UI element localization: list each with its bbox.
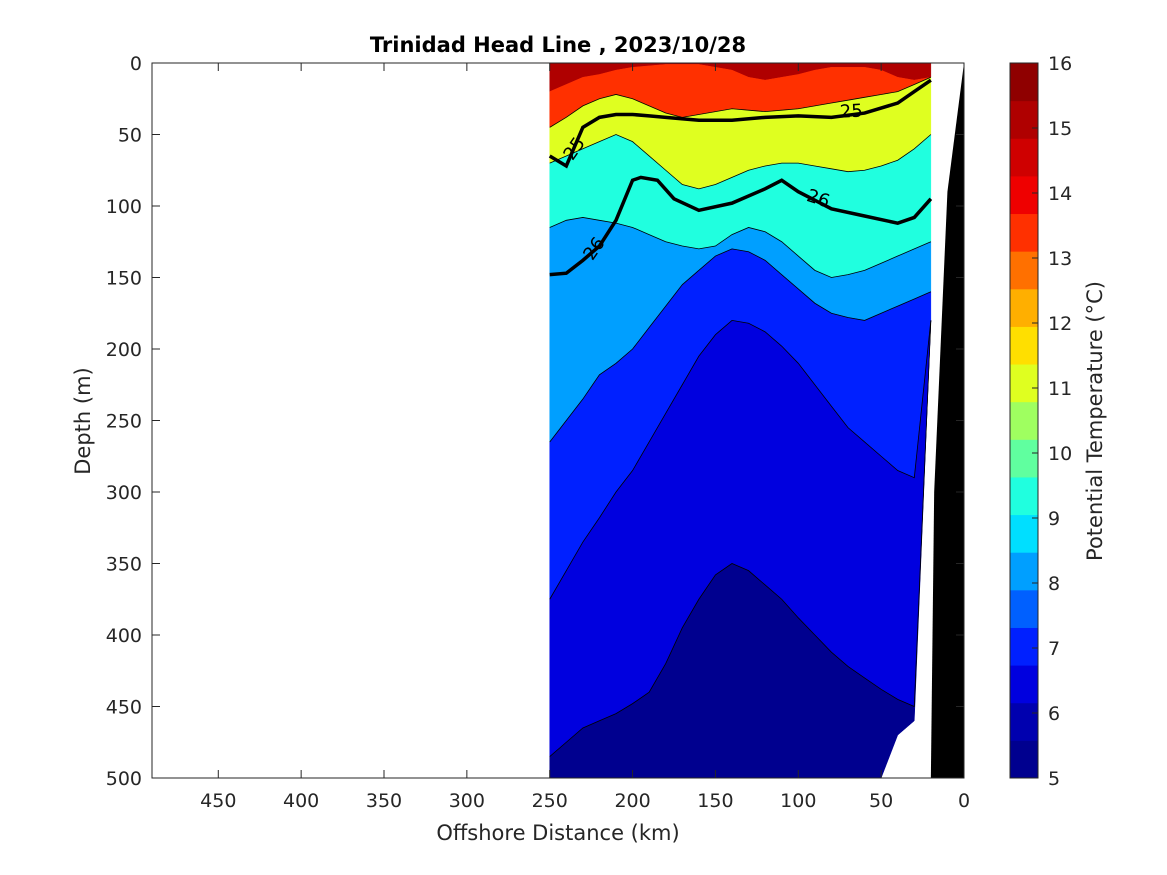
colorbar-segment-8 (1010, 439, 1038, 478)
y-tick-label-1: 50 (118, 125, 142, 147)
colorbar-tick-label-2: 7 (1048, 638, 1060, 660)
colorbar-segment-0 (1010, 740, 1038, 779)
colorbar-segment-10 (1010, 364, 1038, 403)
y-axis-label: Depth (m) (71, 367, 95, 474)
colorbar-tick-label-1: 6 (1048, 703, 1060, 725)
colorbar-segment-12 (1010, 288, 1038, 327)
colorbar-segment-16 (1010, 138, 1038, 177)
colorbar-label: Potential Temperature (°C) (1083, 281, 1107, 561)
isotherm-line-t8 (549, 248, 932, 443)
colorbar-tick-label-4: 9 (1048, 508, 1060, 530)
colorbar-tick-label-8: 13 (1048, 248, 1072, 270)
y-tick-label-5: 250 (106, 411, 142, 433)
colorbar-tick-label-5: 10 (1048, 443, 1072, 465)
colorbar-segment-5 (1010, 552, 1038, 591)
isotherm-line-t7 (549, 319, 932, 600)
colorbar-segment-7 (1010, 476, 1038, 516)
colorbar-segment-17 (1010, 100, 1038, 139)
isopycnal-contours (548, 76, 933, 757)
colorbar-segment-18 (1010, 63, 1038, 102)
colorbar-segment-1 (1010, 702, 1038, 741)
y-axis-ticks: 0 50 100 150 200 250 300 350 400 450 500 (106, 53, 964, 790)
x-tick-label-6: 150 (697, 790, 733, 812)
x-tick-label-0: 450 (200, 790, 236, 812)
y-tick-label-10: 500 (106, 768, 142, 790)
colorbar-segment-2 (1010, 665, 1038, 704)
colorbar-tick-label-0: 5 (1048, 768, 1060, 790)
isotherm-line-t12 (549, 76, 932, 128)
x-tick-label-8: 50 (869, 790, 893, 812)
x-tick-label-3: 300 (449, 790, 485, 812)
x-tick-label-5: 200 (614, 790, 650, 812)
colorbar-segment-6 (1010, 514, 1038, 553)
x-axis-ticks: 450 400 350 300 250 200 150 100 50 0 (200, 63, 970, 812)
colorbar-frame (1009, 62, 1039, 779)
x-tick-label-2: 350 (366, 790, 402, 812)
x-tick-label-9: 0 (958, 790, 970, 812)
colorbar-tick-label-3: 8 (1048, 573, 1060, 595)
y-tick-label-9: 450 (106, 697, 142, 719)
x-tick-label-4: 250 (532, 790, 568, 812)
colorbar-segment-3 (1010, 627, 1038, 666)
bathymetry (930, 63, 964, 778)
colorbar-segment-13 (1010, 251, 1038, 290)
temperature-section (549, 63, 964, 778)
isotherm-line-t10 (549, 134, 932, 190)
y-tick-label-2: 100 (106, 196, 142, 218)
colorbar-tick-label-10: 15 (1048, 118, 1072, 140)
y-tick-label-8: 400 (106, 625, 142, 647)
colorbar-segment-14 (1010, 213, 1038, 252)
x-tick-label-7: 100 (780, 790, 816, 812)
contour-line-26 (549, 175, 933, 277)
x-tick-label-1: 400 (283, 790, 319, 812)
colorbar-tick-label-11: 16 (1048, 53, 1072, 75)
colorbar-tick-label-9: 14 (1048, 183, 1072, 205)
chart-title: Trinidad Head Line , 2023/10/28 (370, 33, 746, 57)
y-tick-label-4: 200 (106, 339, 142, 361)
y-tick-label-0: 0 (130, 53, 142, 75)
contour-line-25 (548, 78, 932, 169)
colorbar: 5 6 7 8 9 10 11 12 13 14 15 16 (1009, 53, 1072, 790)
colorbar-segment-4 (1010, 589, 1038, 628)
y-tick-label-6: 300 (106, 482, 142, 504)
colorbar-segment-9 (1010, 401, 1038, 440)
contour-label-1: 25 (839, 101, 863, 123)
isotherm-line-t6 (549, 320, 932, 757)
y-tick-label-7: 350 (106, 554, 142, 576)
x-axis-label: Offshore Distance (km) (436, 821, 679, 845)
y-tick-label-3: 150 (106, 268, 142, 290)
colorbar-segment-15 (1010, 175, 1038, 215)
colorbar-tick-label-6: 11 (1048, 378, 1072, 400)
colorbar-segment-11 (1010, 326, 1038, 365)
contour-label-text-1: 25 (839, 101, 863, 123)
colorbar-tick-label-7: 12 (1048, 313, 1072, 335)
